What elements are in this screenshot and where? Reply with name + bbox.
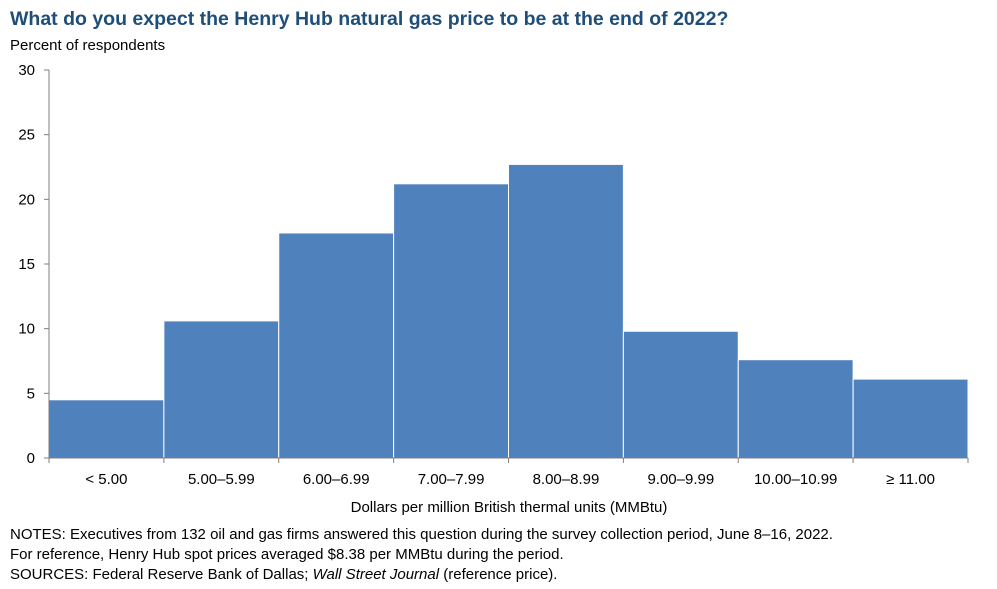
x-tick-label: 5.00–5.99 xyxy=(188,471,255,488)
x-tick-label: 10.00–10.99 xyxy=(754,471,837,488)
y-axis-label: Percent of respondents xyxy=(10,37,166,54)
y-tick-label: 30 xyxy=(18,62,35,79)
bar-1 xyxy=(48,399,165,459)
notes-line: NOTES: Executives from 132 oil and gas f… xyxy=(10,526,833,543)
sources-prefix: SOURCES: Federal Reserve Bank of Dallas; xyxy=(10,566,313,583)
x-tick-label: 8.00–8.99 xyxy=(533,471,600,488)
bar-5 xyxy=(508,163,624,459)
y-tick-label: 20 xyxy=(18,191,35,208)
x-tick-label: 6.00–6.99 xyxy=(303,471,370,488)
sources-line: SOURCES: Federal Reserve Bank of Dallas;… xyxy=(10,565,833,585)
y-tick-label: 15 xyxy=(18,256,35,273)
x-tick-label: 7.00–7.99 xyxy=(418,471,485,488)
y-tick-label: 5 xyxy=(27,385,35,402)
x-axis-label: Dollars per million British thermal unit… xyxy=(351,499,668,516)
bar-8 xyxy=(852,378,969,459)
sources-suffix: (reference price). xyxy=(439,566,558,583)
bar-7 xyxy=(737,359,854,459)
y-tick-label: 10 xyxy=(18,321,35,338)
x-tick-label: < 5.00 xyxy=(85,471,127,488)
bar-4 xyxy=(393,183,509,459)
bars-group xyxy=(48,163,969,459)
y-tick-label: 0 xyxy=(27,450,35,467)
bar-chart: 0 5 10 15 20 25 30 < 5.00 5.00–5.99 6.00–6.99 7.0… xyxy=(18,62,969,516)
bar-3 xyxy=(278,232,395,459)
bar-6 xyxy=(622,330,739,459)
notes-block: NOTES: Executives from 132 oil and gas f… xyxy=(10,525,833,585)
bar-2 xyxy=(163,320,280,459)
x-tick-label: ≥ 11.00 xyxy=(886,471,935,488)
sources-italic: Wall Street Journal xyxy=(312,566,440,583)
y-ticks-group: 0 5 10 15 20 25 30 xyxy=(18,62,49,467)
chart-title: What do you expect the Henry Hub natural… xyxy=(10,8,729,30)
x-tick-label: 9.00–9.99 xyxy=(647,471,714,488)
notes-line: For reference, Henry Hub spot prices ave… xyxy=(10,546,564,563)
x-ticks-group: < 5.00 5.00–5.99 6.00–6.99 7.00–7.99 8.00–8.… xyxy=(48,458,969,488)
y-tick-label: 25 xyxy=(18,127,35,144)
